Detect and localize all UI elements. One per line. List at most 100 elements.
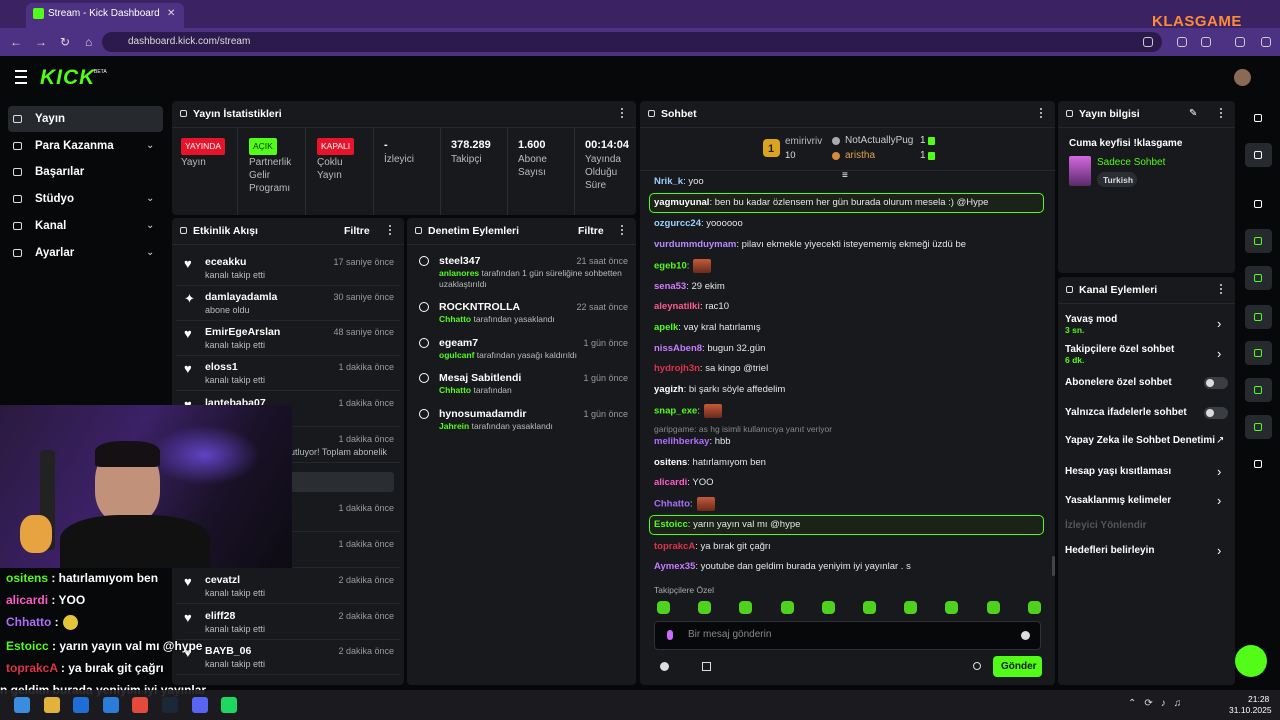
action-label[interactable]: Hesap yaşı kısıtlaması [1065, 466, 1172, 477]
taskbar-app[interactable] [162, 697, 178, 713]
chat-user[interactable]: aleynatilki [654, 301, 700, 312]
browser-icon[interactable] [1143, 37, 1153, 47]
emote[interactable] [945, 601, 959, 614]
taskbar-app[interactable] [43, 697, 60, 713]
more-menu[interactable] [620, 108, 624, 120]
emote[interactable] [657, 601, 670, 614]
toggle[interactable] [1204, 377, 1228, 389]
settings-button[interactable] [973, 662, 981, 670]
emote[interactable] [1027, 601, 1041, 614]
emote[interactable] [986, 601, 1000, 614]
chat-user[interactable]: sena53 [654, 281, 687, 292]
chevron[interactable]: › [1217, 346, 1222, 361]
rail-icon[interactable] [1254, 313, 1262, 321]
taskbar-app[interactable] [132, 697, 149, 713]
emote[interactable] [698, 601, 712, 614]
rail-icon[interactable] [1254, 237, 1262, 245]
avatar[interactable] [1234, 69, 1251, 86]
emote[interactable] [863, 601, 876, 614]
chat-input[interactable] [654, 621, 1041, 650]
chat-user[interactable]: yagmuyunal [654, 197, 710, 208]
action-label[interactable]: Takipçilere özel sohbet [1065, 344, 1175, 355]
chat-user[interactable]: Nrik_k [654, 176, 684, 187]
more-menu[interactable] [1219, 284, 1223, 296]
taskbar-app[interactable] [191, 697, 208, 713]
action-label[interactable]: Yavaş mod [1065, 314, 1118, 325]
chevron[interactable]: › [1217, 464, 1222, 479]
taskbar-app[interactable] [102, 697, 119, 713]
chat-user[interactable]: ozgurcc24 [654, 218, 701, 229]
action-label[interactable]: Yasaklanmış kelimeler [1065, 495, 1172, 506]
browser-icon[interactable] [1177, 37, 1187, 47]
rail-button[interactable] [1245, 378, 1272, 402]
browser-button[interactable]: ← [10, 35, 22, 49]
tab-close[interactable]: ✕ [167, 8, 176, 19]
support-button[interactable] [1235, 645, 1267, 677]
nav-item[interactable]: Kanal [35, 220, 67, 232]
chat-user[interactable]: Chhatto [654, 498, 690, 510]
taskbar-app[interactable] [73, 697, 90, 713]
rail-button[interactable] [1245, 305, 1272, 329]
chat-user[interactable]: Aymex35 [654, 561, 696, 572]
action-label[interactable]: Hedefleri belirleyin [1065, 545, 1155, 556]
rail-button[interactable] [1245, 415, 1272, 439]
url[interactable]: dashboard.kick.com/stream [128, 36, 251, 47]
menu-bar[interactable] [15, 70, 27, 72]
toggle[interactable] [1204, 407, 1228, 419]
rail-icon[interactable] [1254, 386, 1262, 394]
browser-icon[interactable] [1235, 37, 1245, 47]
chat-user[interactable]: vurdummduymam [654, 239, 737, 250]
browser-icon[interactable] [1201, 37, 1211, 47]
rail-button[interactable] [1245, 143, 1272, 167]
chat-user[interactable]: toprakcA [654, 541, 696, 552]
rail-icon[interactable] [1254, 200, 1262, 208]
rail-icon[interactable] [1254, 274, 1262, 282]
url-field[interactable] [102, 32, 1162, 52]
action-label[interactable]: Yapay Zeka ile Sohbet Denetimi [1065, 435, 1216, 446]
browser-button[interactable]: → [35, 35, 47, 49]
emote[interactable] [780, 601, 794, 614]
chevron[interactable]: › [1217, 543, 1222, 558]
browser-button[interactable]: ⌂ [85, 35, 93, 49]
tab-title[interactable]: Stream - Kick Dashboard [48, 8, 160, 19]
rail-icon[interactable] [1254, 114, 1262, 122]
menu-bar[interactable] [15, 76, 27, 78]
rail-icon[interactable] [1254, 460, 1262, 468]
chat-user[interactable]: apelk [654, 322, 679, 333]
menu-bar[interactable] [15, 82, 27, 84]
chat-user[interactable]: melihberkay [654, 436, 710, 447]
chat-tool[interactable] [702, 662, 711, 671]
nav-item[interactable]: Para Kazanma [35, 140, 114, 152]
more-menu[interactable] [620, 225, 624, 237]
taskbar-app[interactable] [14, 697, 30, 713]
chat-user[interactable]: hydrojh3n [654, 363, 700, 374]
nav-item[interactable]: Stüdyo [35, 193, 74, 205]
chat-user[interactable]: yagizh [654, 384, 684, 395]
more-menu[interactable] [1219, 108, 1223, 120]
rail-button[interactable] [1245, 341, 1272, 365]
send-button[interactable] [993, 656, 1042, 677]
action-label[interactable]: Abonelere özel sohbet [1065, 377, 1172, 388]
chat-tool[interactable] [660, 662, 669, 671]
emote[interactable] [821, 601, 835, 614]
rail-icon[interactable] [1254, 349, 1262, 357]
category[interactable]: Sadece Sohbet [1097, 157, 1166, 168]
filter-button[interactable]: Filtre [344, 225, 370, 237]
filter-button[interactable]: Filtre [578, 225, 604, 237]
action-label[interactable]: Yalnızca ifadelerle sohbet [1065, 407, 1187, 418]
more-menu[interactable] [388, 225, 392, 237]
rail-icon[interactable] [1254, 423, 1262, 431]
more-menu[interactable] [1039, 108, 1043, 120]
nav-item[interactable]: Başarılar [35, 166, 85, 178]
nav-item[interactable]: Yayın [35, 113, 66, 125]
external-icon[interactable]: ↗ [1216, 435, 1225, 446]
emote[interactable] [904, 601, 918, 614]
edit-icon[interactable]: ✎ [1189, 108, 1198, 119]
chat-user[interactable]: nissAben8 [654, 343, 703, 354]
rail-button[interactable] [1245, 229, 1272, 253]
browser-icon[interactable] [1261, 37, 1271, 47]
chat-user[interactable]: snap_exe [654, 405, 698, 417]
chat-user[interactable]: alicardi [654, 477, 688, 488]
emoji-button[interactable] [1021, 631, 1030, 640]
emote[interactable] [739, 601, 753, 614]
